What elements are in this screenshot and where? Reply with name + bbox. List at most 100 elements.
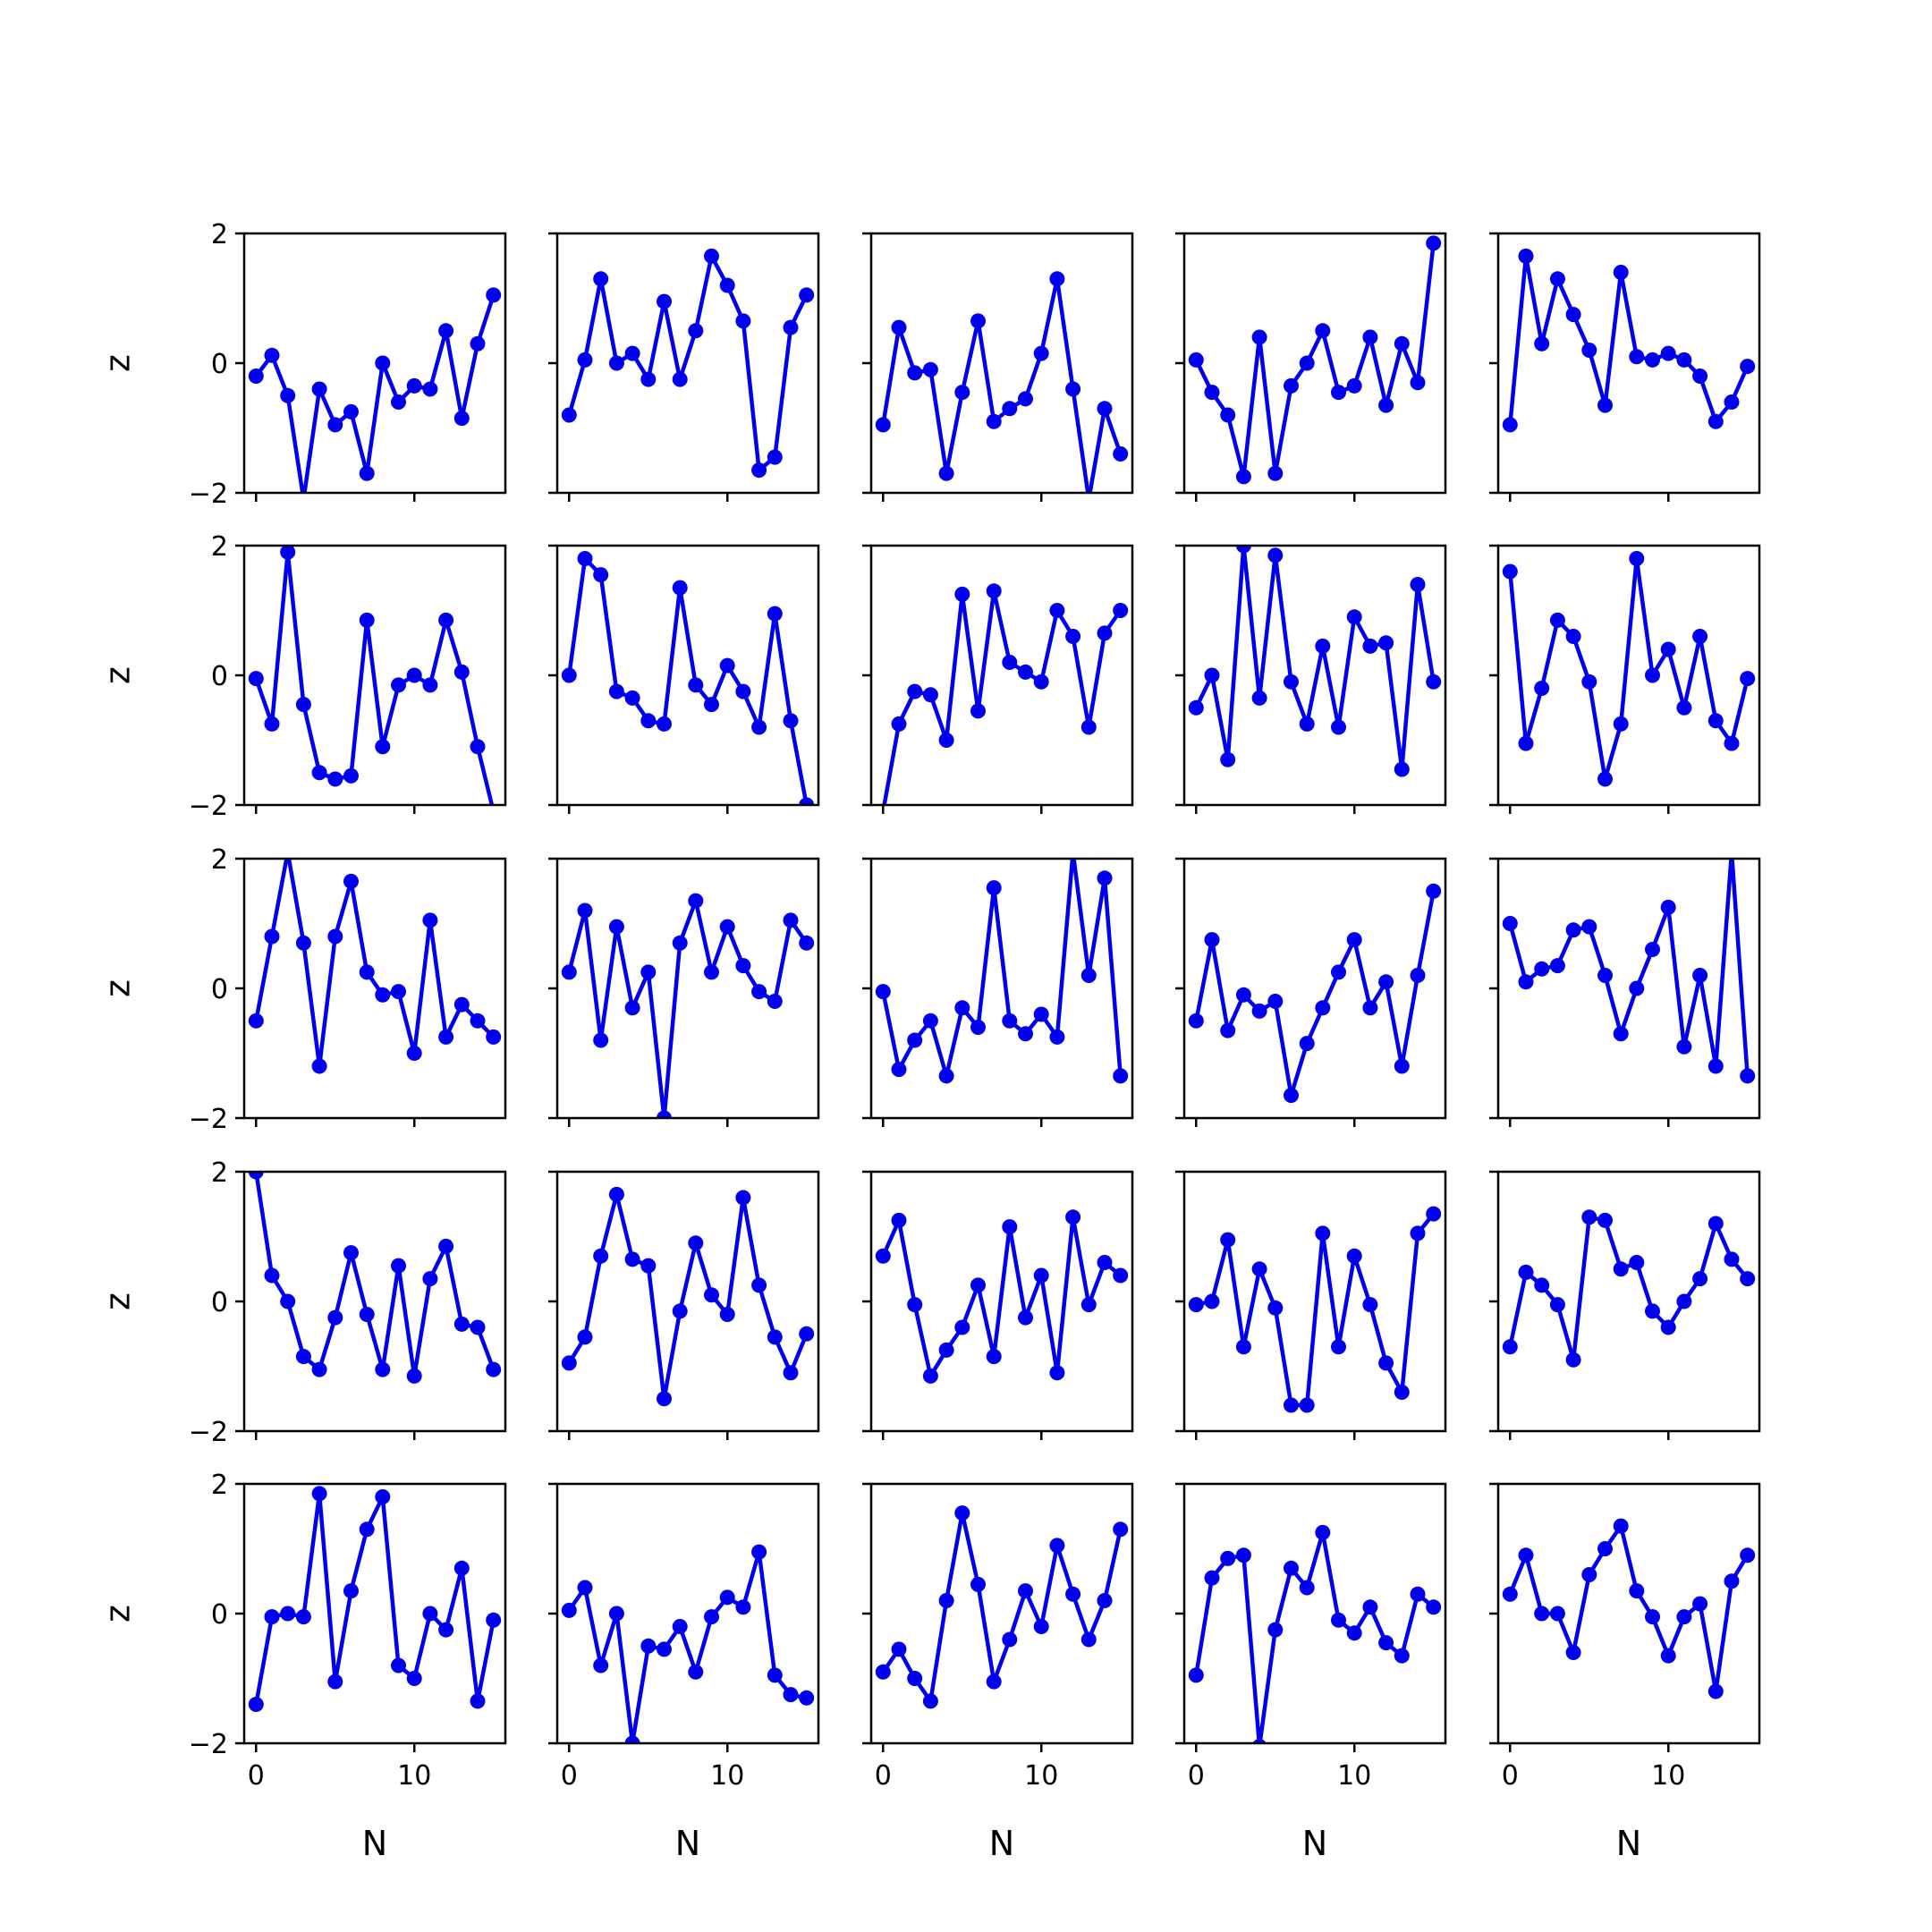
data-point bbox=[1080, 1631, 1097, 1648]
data-point bbox=[624, 1000, 640, 1016]
data-point bbox=[799, 1690, 815, 1706]
data-point bbox=[735, 1190, 751, 1206]
data-point bbox=[1315, 1000, 1331, 1016]
data-point bbox=[406, 1368, 422, 1384]
data-point bbox=[1113, 1068, 1129, 1084]
data-point bbox=[688, 323, 704, 339]
y-tick-label: −2 bbox=[189, 1104, 228, 1135]
series-line bbox=[882, 589, 1123, 805]
data-point bbox=[422, 1271, 438, 1287]
data-point bbox=[453, 1316, 470, 1332]
data-point bbox=[1534, 335, 1550, 352]
data-point bbox=[1331, 1339, 1346, 1355]
data-point bbox=[970, 313, 986, 329]
series-group bbox=[875, 1209, 1129, 1384]
subplot-r2c3 bbox=[862, 544, 1134, 814]
data-point bbox=[1188, 1667, 1204, 1683]
data-point bbox=[1346, 1625, 1362, 1641]
subplot-r2c4 bbox=[1175, 544, 1447, 814]
data-point bbox=[1097, 870, 1113, 886]
data-point bbox=[891, 1212, 907, 1228]
data-point bbox=[1613, 1261, 1629, 1277]
data-point bbox=[608, 683, 624, 699]
data-point bbox=[1676, 1038, 1692, 1055]
data-point bbox=[1113, 446, 1129, 462]
data-point bbox=[735, 1599, 751, 1615]
data-point bbox=[751, 719, 767, 735]
data-point bbox=[1581, 1209, 1597, 1225]
data-point bbox=[327, 1674, 343, 1690]
series-group bbox=[878, 583, 1129, 805]
data-point bbox=[1565, 307, 1581, 323]
data-point bbox=[938, 1068, 954, 1084]
series-group bbox=[248, 287, 502, 493]
x-tick-label: 10 bbox=[1651, 1760, 1685, 1792]
data-point bbox=[1188, 352, 1204, 368]
data-point bbox=[1018, 1026, 1033, 1042]
data-point bbox=[1284, 674, 1299, 690]
data-point bbox=[1235, 1339, 1251, 1355]
data-point bbox=[1394, 335, 1410, 352]
series-group bbox=[1502, 248, 1756, 433]
series-line bbox=[567, 1192, 809, 1402]
data-point bbox=[1204, 667, 1220, 683]
data-point bbox=[704, 248, 719, 264]
x-tick-label: 0 bbox=[248, 1760, 265, 1792]
data-point bbox=[486, 1612, 502, 1628]
data-point bbox=[1049, 1029, 1065, 1045]
data-point bbox=[1299, 1580, 1315, 1596]
x-tick-label: 10 bbox=[1024, 1760, 1058, 1792]
data-point bbox=[1299, 1036, 1315, 1052]
data-point bbox=[1097, 1593, 1113, 1608]
data-point bbox=[922, 1368, 938, 1384]
series-group bbox=[561, 551, 815, 805]
data-point bbox=[593, 1032, 609, 1048]
data-point bbox=[640, 1638, 657, 1654]
data-point bbox=[1065, 1209, 1081, 1225]
data-point bbox=[577, 1580, 593, 1596]
data-point bbox=[970, 1277, 986, 1293]
data-point bbox=[1394, 1385, 1410, 1400]
data-point bbox=[1629, 1255, 1645, 1270]
data-point bbox=[422, 1606, 438, 1622]
y-tick-label: −2 bbox=[189, 1417, 228, 1448]
data-point bbox=[1188, 699, 1204, 716]
data-point bbox=[1724, 394, 1740, 410]
subplot-grid: −2 0 2 z −2 0 2 z −2 0 2 z −2 0 2 z 0 10 −2 0 2 z N 0 10 N 0 10 N 0 10… bbox=[98, 219, 1761, 1863]
data-point bbox=[1220, 751, 1236, 767]
data-point bbox=[1049, 1538, 1065, 1554]
data-point bbox=[1581, 1567, 1597, 1582]
y-axis-label: z bbox=[98, 1292, 138, 1310]
data-point bbox=[954, 1319, 970, 1335]
data-point bbox=[391, 394, 406, 410]
data-point bbox=[1740, 359, 1756, 375]
data-point bbox=[783, 1687, 799, 1703]
data-point bbox=[593, 1248, 609, 1264]
y-tick-label: 2 bbox=[211, 531, 228, 563]
data-point bbox=[799, 935, 815, 951]
data-point bbox=[1534, 961, 1550, 977]
data-point bbox=[1597, 1212, 1613, 1228]
data-point bbox=[1113, 603, 1129, 618]
data-point bbox=[1549, 612, 1565, 628]
data-point bbox=[295, 935, 311, 951]
data-point bbox=[1188, 1013, 1204, 1029]
data-point bbox=[799, 797, 815, 805]
data-point bbox=[1002, 1631, 1018, 1648]
data-point bbox=[922, 1013, 938, 1029]
subplot-r3c2 bbox=[548, 857, 820, 1127]
data-point bbox=[624, 690, 640, 706]
data-point bbox=[1565, 1352, 1581, 1368]
data-point bbox=[672, 1619, 688, 1634]
series-group bbox=[875, 1505, 1129, 1709]
data-point bbox=[1645, 667, 1660, 683]
data-point bbox=[1267, 994, 1284, 1009]
data-point bbox=[1707, 1216, 1724, 1232]
data-point bbox=[1426, 1599, 1442, 1615]
series-line bbox=[254, 859, 496, 1069]
data-point bbox=[1410, 1586, 1426, 1602]
data-point bbox=[907, 1297, 923, 1313]
data-point bbox=[1549, 958, 1565, 974]
data-point bbox=[891, 1641, 907, 1657]
data-point bbox=[1378, 635, 1394, 651]
